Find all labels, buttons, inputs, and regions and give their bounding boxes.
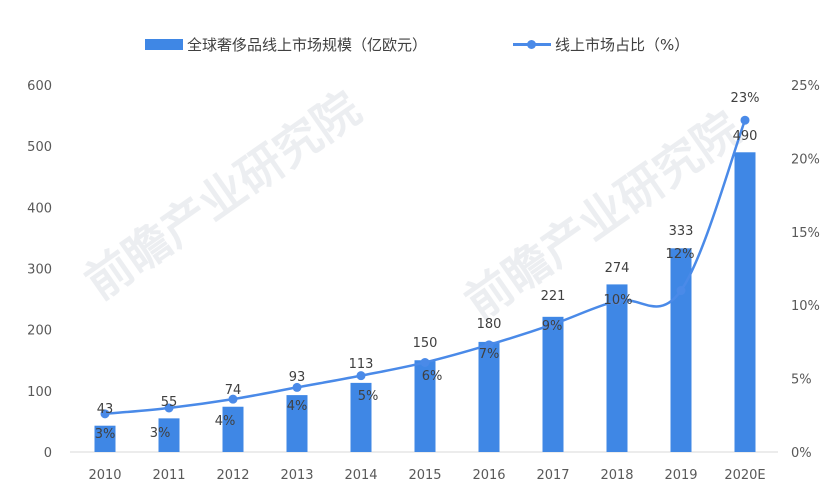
line-marker-2010 (100, 409, 110, 419)
bar-value-label: 490 (733, 129, 758, 144)
line-value-label: 4% (287, 399, 308, 414)
bar-2012 (222, 406, 244, 452)
bar-2013 (286, 395, 308, 452)
bar-series (94, 152, 756, 453)
left-y-axis: 0 100 200 300 400 500 600 (27, 79, 52, 461)
x-axis-tick-label: 2015 (408, 468, 441, 483)
x-axis: 2010 2011 2012 2013 2014 2015 2016 2017 2018 2019… (88, 468, 765, 483)
x-axis-tick-label: 2010 (88, 468, 121, 483)
legend-label-online-share: 线上市场占比（%） (555, 36, 690, 54)
left-axis-tick-label: 0 (44, 446, 52, 461)
bar-value-label: 221 (541, 289, 566, 304)
bar-value-labels: 43 55 74 93 113 150 180 221 274 333 490 (97, 129, 758, 417)
line-marker-2014 (356, 371, 366, 381)
x-axis-tick-label: 2016 (472, 468, 505, 483)
line-value-labels: 3% 3% 4% 4% 5% 6% 7% 9% 10% 12% 23% (95, 91, 760, 442)
bar-2011 (158, 418, 180, 452)
line-value-label: 7% (479, 347, 500, 362)
bar-2020E (734, 152, 756, 453)
bar-value-label: 333 (669, 224, 694, 239)
left-axis-tick-label: 500 (27, 140, 52, 155)
bar-value-label: 274 (605, 261, 630, 276)
x-axis-tick-label: 2011 (152, 468, 185, 483)
online-share-line (104, 119, 747, 416)
x-axis-tick-label: 2014 (344, 468, 377, 483)
bar-value-label: 180 (477, 317, 502, 332)
line-marker-swatch-icon (513, 39, 551, 50)
bar-value-label: 43 (97, 402, 114, 417)
line-value-label: 9% (542, 319, 563, 334)
legend-item-market-size: 全球奢侈品线上市场规模（亿欧元） (145, 34, 427, 55)
left-axis-tick-label: 400 (27, 201, 52, 216)
bar-2015 (414, 360, 436, 452)
left-axis-tick-label: 300 (27, 263, 52, 278)
chart-legend: 全球奢侈品线上市场规模（亿欧元） 线上市场占比（%） (0, 34, 831, 58)
line-marker-2017 (548, 319, 558, 329)
line-marker-2020E (740, 115, 750, 125)
right-y-axis: 0% 5% 10% 15% 20% 25% (791, 79, 820, 461)
right-axis-tick-label: 0% (791, 446, 812, 461)
legend-item-online-share: 线上市场占比（%） (513, 34, 689, 55)
line-marker-2012 (228, 394, 238, 404)
bar-value-label: 113 (349, 357, 374, 372)
right-axis-tick-label: 10% (791, 299, 820, 314)
left-axis-tick-label: 100 (27, 385, 52, 400)
x-axis-tick-label: 2012 (216, 468, 249, 483)
line-marker-2011 (164, 403, 174, 413)
x-axis-tick-label: 2019 (664, 468, 697, 483)
x-axis-tick-label: 2020E (724, 468, 765, 483)
line-value-label: 23% (731, 91, 760, 106)
legend-label-market-size: 全球奢侈品线上市场规模（亿欧元） (187, 36, 428, 54)
bar-2017 (542, 316, 564, 452)
x-axis-tick-label: 2017 (536, 468, 569, 483)
right-axis-tick-label: 20% (791, 152, 820, 167)
left-axis-tick-label: 200 (27, 324, 52, 339)
x-axis-tick-label: 2018 (600, 468, 633, 483)
bar-2014 (350, 382, 372, 452)
bar-2016 (478, 341, 500, 452)
left-axis-tick-label: 600 (27, 79, 52, 94)
x-axis-tick-label: 2013 (280, 468, 313, 483)
line-value-label: 10% (604, 293, 633, 308)
bar-2019 (670, 248, 692, 452)
bar-2010 (94, 425, 116, 452)
line-value-label: 6% (422, 369, 443, 384)
line-marker-2018 (612, 296, 622, 306)
bar-swatch-icon (145, 39, 183, 50)
bar-2018 (606, 284, 628, 452)
bar-value-label: 55 (161, 395, 178, 410)
line-series (100, 115, 750, 419)
line-value-label: 5% (358, 389, 379, 404)
line-marker-2013 (292, 382, 302, 392)
right-axis-tick-label: 5% (791, 373, 812, 388)
bar-value-label: 74 (225, 383, 242, 398)
line-marker-2019 (676, 286, 686, 296)
line-value-label: 3% (95, 427, 116, 442)
line-marker-2015 (420, 357, 430, 367)
right-axis-tick-label: 15% (791, 226, 820, 241)
line-value-label: 3% (150, 426, 171, 441)
right-axis-tick-label: 25% (791, 79, 820, 94)
line-value-label: 4% (215, 414, 236, 429)
line-value-label: 12% (666, 247, 695, 262)
bar-value-label: 150 (413, 336, 438, 351)
line-marker-2016 (484, 340, 494, 350)
bar-value-label: 93 (289, 370, 306, 385)
